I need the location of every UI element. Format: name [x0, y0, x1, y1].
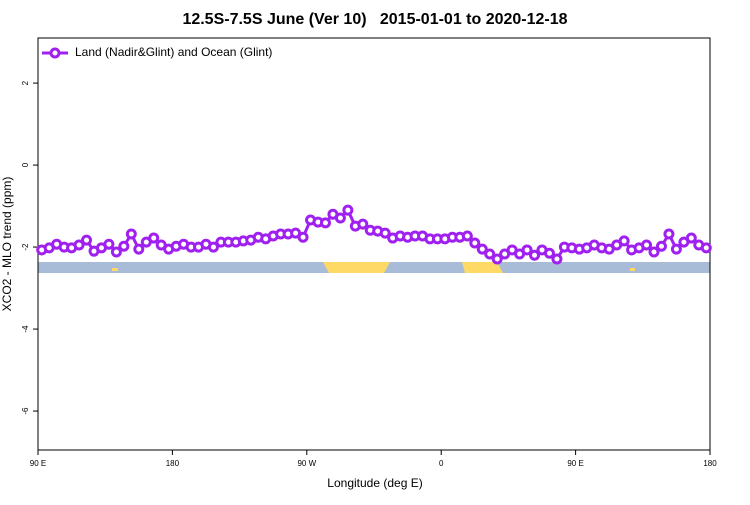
data-point: [648, 246, 660, 258]
legend: Land (Nadir&Glint) and Ocean (Glint): [42, 45, 272, 59]
legend-label: Land (Nadir&Glint) and Ocean (Glint): [75, 45, 272, 59]
data-point: [379, 227, 391, 239]
x-tick-label: 0: [439, 459, 444, 468]
data-point: [469, 237, 481, 249]
data-point: [125, 228, 137, 240]
data-point: [685, 232, 697, 244]
data-point: [476, 243, 488, 255]
data-point: [297, 231, 309, 243]
data-point: [641, 239, 653, 251]
land-strip: [462, 262, 503, 273]
data-point: [207, 241, 219, 253]
data-point: [461, 230, 473, 242]
data-point: [110, 246, 122, 258]
data-point: [543, 247, 555, 259]
land-strip: [630, 268, 635, 271]
data-point: [118, 240, 130, 252]
data-point: [342, 204, 354, 216]
data-point: [529, 249, 541, 261]
data-point: [663, 228, 675, 240]
x-tick-label: 90 W: [297, 459, 316, 468]
data-point: [319, 217, 331, 229]
data-point: [655, 240, 667, 252]
y-tick-label: 0: [21, 162, 30, 167]
x-tick-label: 90 E: [567, 459, 583, 468]
y-tick-label: -6: [21, 407, 30, 415]
data-point: [491, 253, 503, 265]
data-point: [81, 234, 93, 246]
data-point: [334, 212, 346, 224]
data-point: [521, 244, 533, 256]
data-point: [484, 248, 496, 260]
x-tick-label: 180: [166, 459, 180, 468]
data-point: [357, 218, 369, 230]
data-point: [700, 242, 712, 254]
legend-marker: [49, 47, 61, 59]
x-axis-label: Longitude (deg E): [327, 476, 422, 490]
x-tick-label: 180: [703, 459, 717, 468]
data-point: [148, 232, 160, 244]
data-point: [73, 239, 85, 251]
data-point: [670, 243, 682, 255]
x-tick-label: 90 E: [30, 459, 46, 468]
y-tick-label: -2: [21, 243, 30, 251]
y-tick-label: -4: [21, 325, 30, 333]
data-point: [551, 253, 563, 265]
y-axis-label: XCO2 - MLO trend (ppm): [0, 177, 14, 312]
chart-title: 12.5S-7.5S June (Ver 10) 2015-01-01 to 2…: [182, 11, 567, 28]
land-strip: [323, 262, 390, 273]
y-tick-label: 2: [21, 80, 30, 85]
data-point: [103, 238, 115, 250]
data-point: [133, 243, 145, 255]
land-ocean-strip: [38, 262, 710, 273]
land-strip: [112, 268, 118, 271]
data-point: [618, 235, 630, 247]
